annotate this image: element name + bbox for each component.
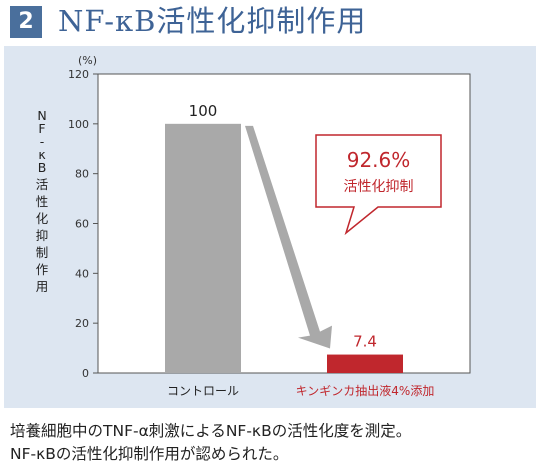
callout-value: 92.6%: [347, 148, 411, 172]
reduction-arrow: [245, 125, 332, 349]
y-tick-label: 80: [75, 168, 89, 181]
caption-line-1: 培養細胞中のTNF-α刺激によるNF-κBの活性化度を測定。: [10, 422, 412, 440]
callout-box: [315, 134, 442, 236]
data-label-2: 7.4: [353, 333, 377, 351]
category-label-1: コントロール: [167, 384, 239, 398]
bar-1: [165, 123, 241, 373]
bar-2: [327, 354, 403, 373]
y-axis-label: N F -κ B 活性化抑制作用: [36, 108, 49, 294]
y-unit-label: (%): [78, 54, 97, 67]
header: 2 NF-κB活性化抑制作用: [0, 0, 540, 46]
page-title: NF-κB活性化抑制作用: [58, 4, 367, 38]
caption-line-2: NF-κBの活性化抑制作用が認められた。: [10, 445, 289, 463]
y-tick-label: 100: [68, 118, 89, 131]
y-tick-label: 0: [82, 367, 89, 380]
category-label-2: キンギンカ抽出液4%添加: [296, 383, 435, 398]
caption: 培養細胞中のTNF-α刺激によるNF-κBの活性化度を測定。 NF-κBの活性化…: [10, 420, 538, 466]
data-label-1: 100: [189, 102, 218, 120]
callout-text: 活性化抑制: [344, 179, 414, 195]
y-tick-label: 60: [75, 218, 89, 231]
y-tick-label: 40: [75, 267, 89, 280]
section-number: 2: [10, 6, 42, 38]
y-tick-label: 20: [75, 317, 89, 330]
y-tick-label: 120: [68, 68, 89, 81]
